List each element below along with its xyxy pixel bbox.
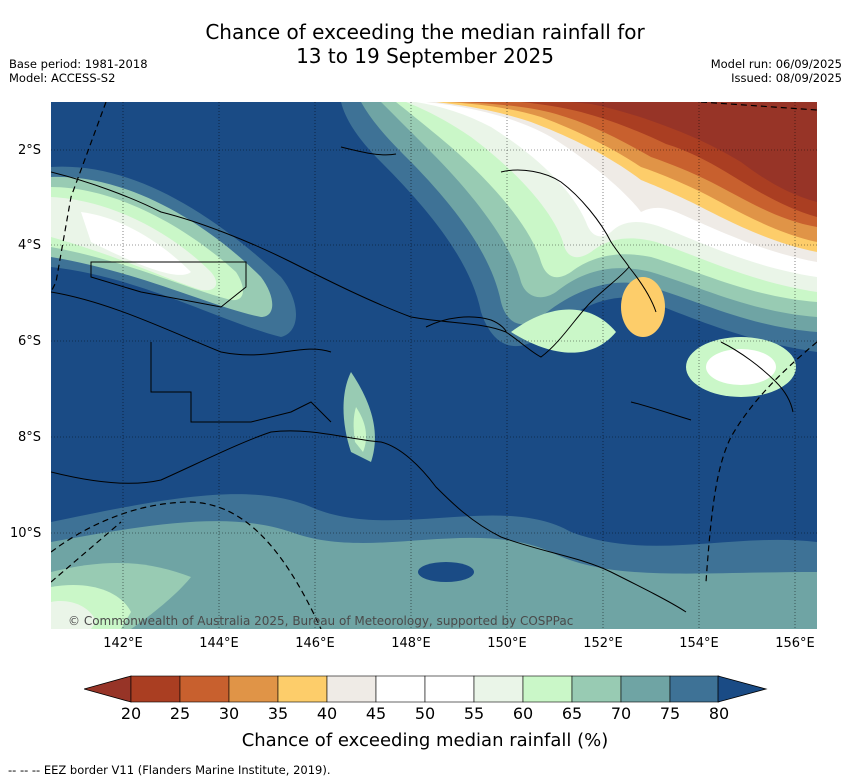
map-canvas: [51, 102, 817, 629]
colorbar-bin: [669, 675, 720, 703]
colorbar-label: Chance of exceeding median rainfall (%): [241, 730, 609, 751]
contour-55-sw: [51, 601, 96, 629]
colorbar-tick-label: 70: [610, 704, 632, 723]
colorbar-bin: [228, 675, 279, 703]
lon-label-148e: 148°E: [391, 636, 431, 651]
lat-label-10s: 10°S: [10, 526, 42, 541]
eez-borders: [51, 102, 817, 629]
lat-label-6s: 6°S: [18, 334, 42, 349]
contour-60-gulf: [511, 309, 616, 353]
model-run: Model run: 06/09/2025: [710, 57, 842, 71]
colorbar-bins: [130, 675, 720, 703]
colorbar-bin: [522, 675, 573, 703]
colorbar-tick-label: 45: [365, 704, 387, 723]
contour-50-bougainville: [706, 349, 776, 385]
colorbar-tick-label: 20: [120, 704, 142, 723]
lon-label-152e: 152°E: [583, 636, 623, 651]
colorbar-bin: [326, 675, 377, 703]
colorbar-under-arrow: [84, 675, 132, 703]
colorbar-bin: [130, 675, 181, 703]
graticule: [51, 102, 817, 629]
colorbar-bin: [375, 675, 426, 703]
model-name: Model: ACCESS-S2: [9, 71, 116, 85]
colorbar-tick-label: 40: [316, 704, 338, 723]
base-period: Base period: 1981-2018: [9, 57, 148, 71]
colorbar-tick-label: 60: [512, 704, 534, 723]
colorbar-tick-label: 80: [708, 704, 730, 723]
contour-35-new-britain: [621, 277, 665, 337]
colorbar-bin: [571, 675, 622, 703]
map-title: Chance of exceeding the median rainfall …: [0, 20, 850, 68]
coastlines: [51, 146, 794, 613]
colorbar-tick-label: 50: [414, 704, 436, 723]
colorbar-tick-label: 25: [169, 704, 191, 723]
meta-right: Model run: 06/09/2025 Issued: 08/09/2025: [711, 57, 842, 85]
title-line-2: 13 to 19 September 2025: [296, 44, 554, 68]
copyright-notice: © Commonwealth of Australia 2025, Bureau…: [68, 614, 574, 628]
colorbar-tick-label: 35: [267, 704, 289, 723]
contour-80-south: [418, 562, 474, 582]
colorbar: [84, 675, 768, 703]
rainfall-map: [51, 102, 817, 629]
lon-label-156e: 156°E: [775, 636, 815, 651]
contour-below-20-ne: [571, 102, 817, 202]
colorbar-bin: [424, 675, 475, 703]
title-line-1: Chance of exceeding the median rainfall …: [205, 20, 645, 44]
colorbar-tick-label: 55: [463, 704, 485, 723]
issued-date: Issued: 08/09/2025: [731, 71, 842, 85]
lon-label-142e: 142°E: [103, 636, 143, 651]
colorbar-bin: [473, 675, 524, 703]
meta-left: Base period: 1981-2018 Model: ACCESS-S2: [9, 57, 148, 85]
lat-label-2s: 2°S: [18, 143, 42, 158]
colorbar-tick-label: 75: [659, 704, 681, 723]
colorbar-over-arrow: [717, 675, 768, 703]
lon-label-146e: 146°E: [295, 636, 335, 651]
lon-label-144e: 144°E: [199, 636, 239, 651]
contour-50-west: [81, 212, 191, 275]
colorbar-tick-label: 30: [218, 704, 240, 723]
lon-label-150e: 150°E: [487, 636, 527, 651]
lat-label-4s: 4°S: [18, 238, 42, 253]
colorbar-tick-label: 65: [561, 704, 583, 723]
colorbar-bin: [179, 675, 230, 703]
colorbar-bin: [277, 675, 328, 703]
lat-label-8s: 8°S: [18, 430, 42, 445]
colorbar-bin: [620, 675, 671, 703]
eez-footnote: -- -- -- EEZ border V11 (Flanders Marine…: [8, 763, 331, 777]
lon-label-154e: 154°E: [679, 636, 719, 651]
contour-60-central: [353, 407, 367, 452]
